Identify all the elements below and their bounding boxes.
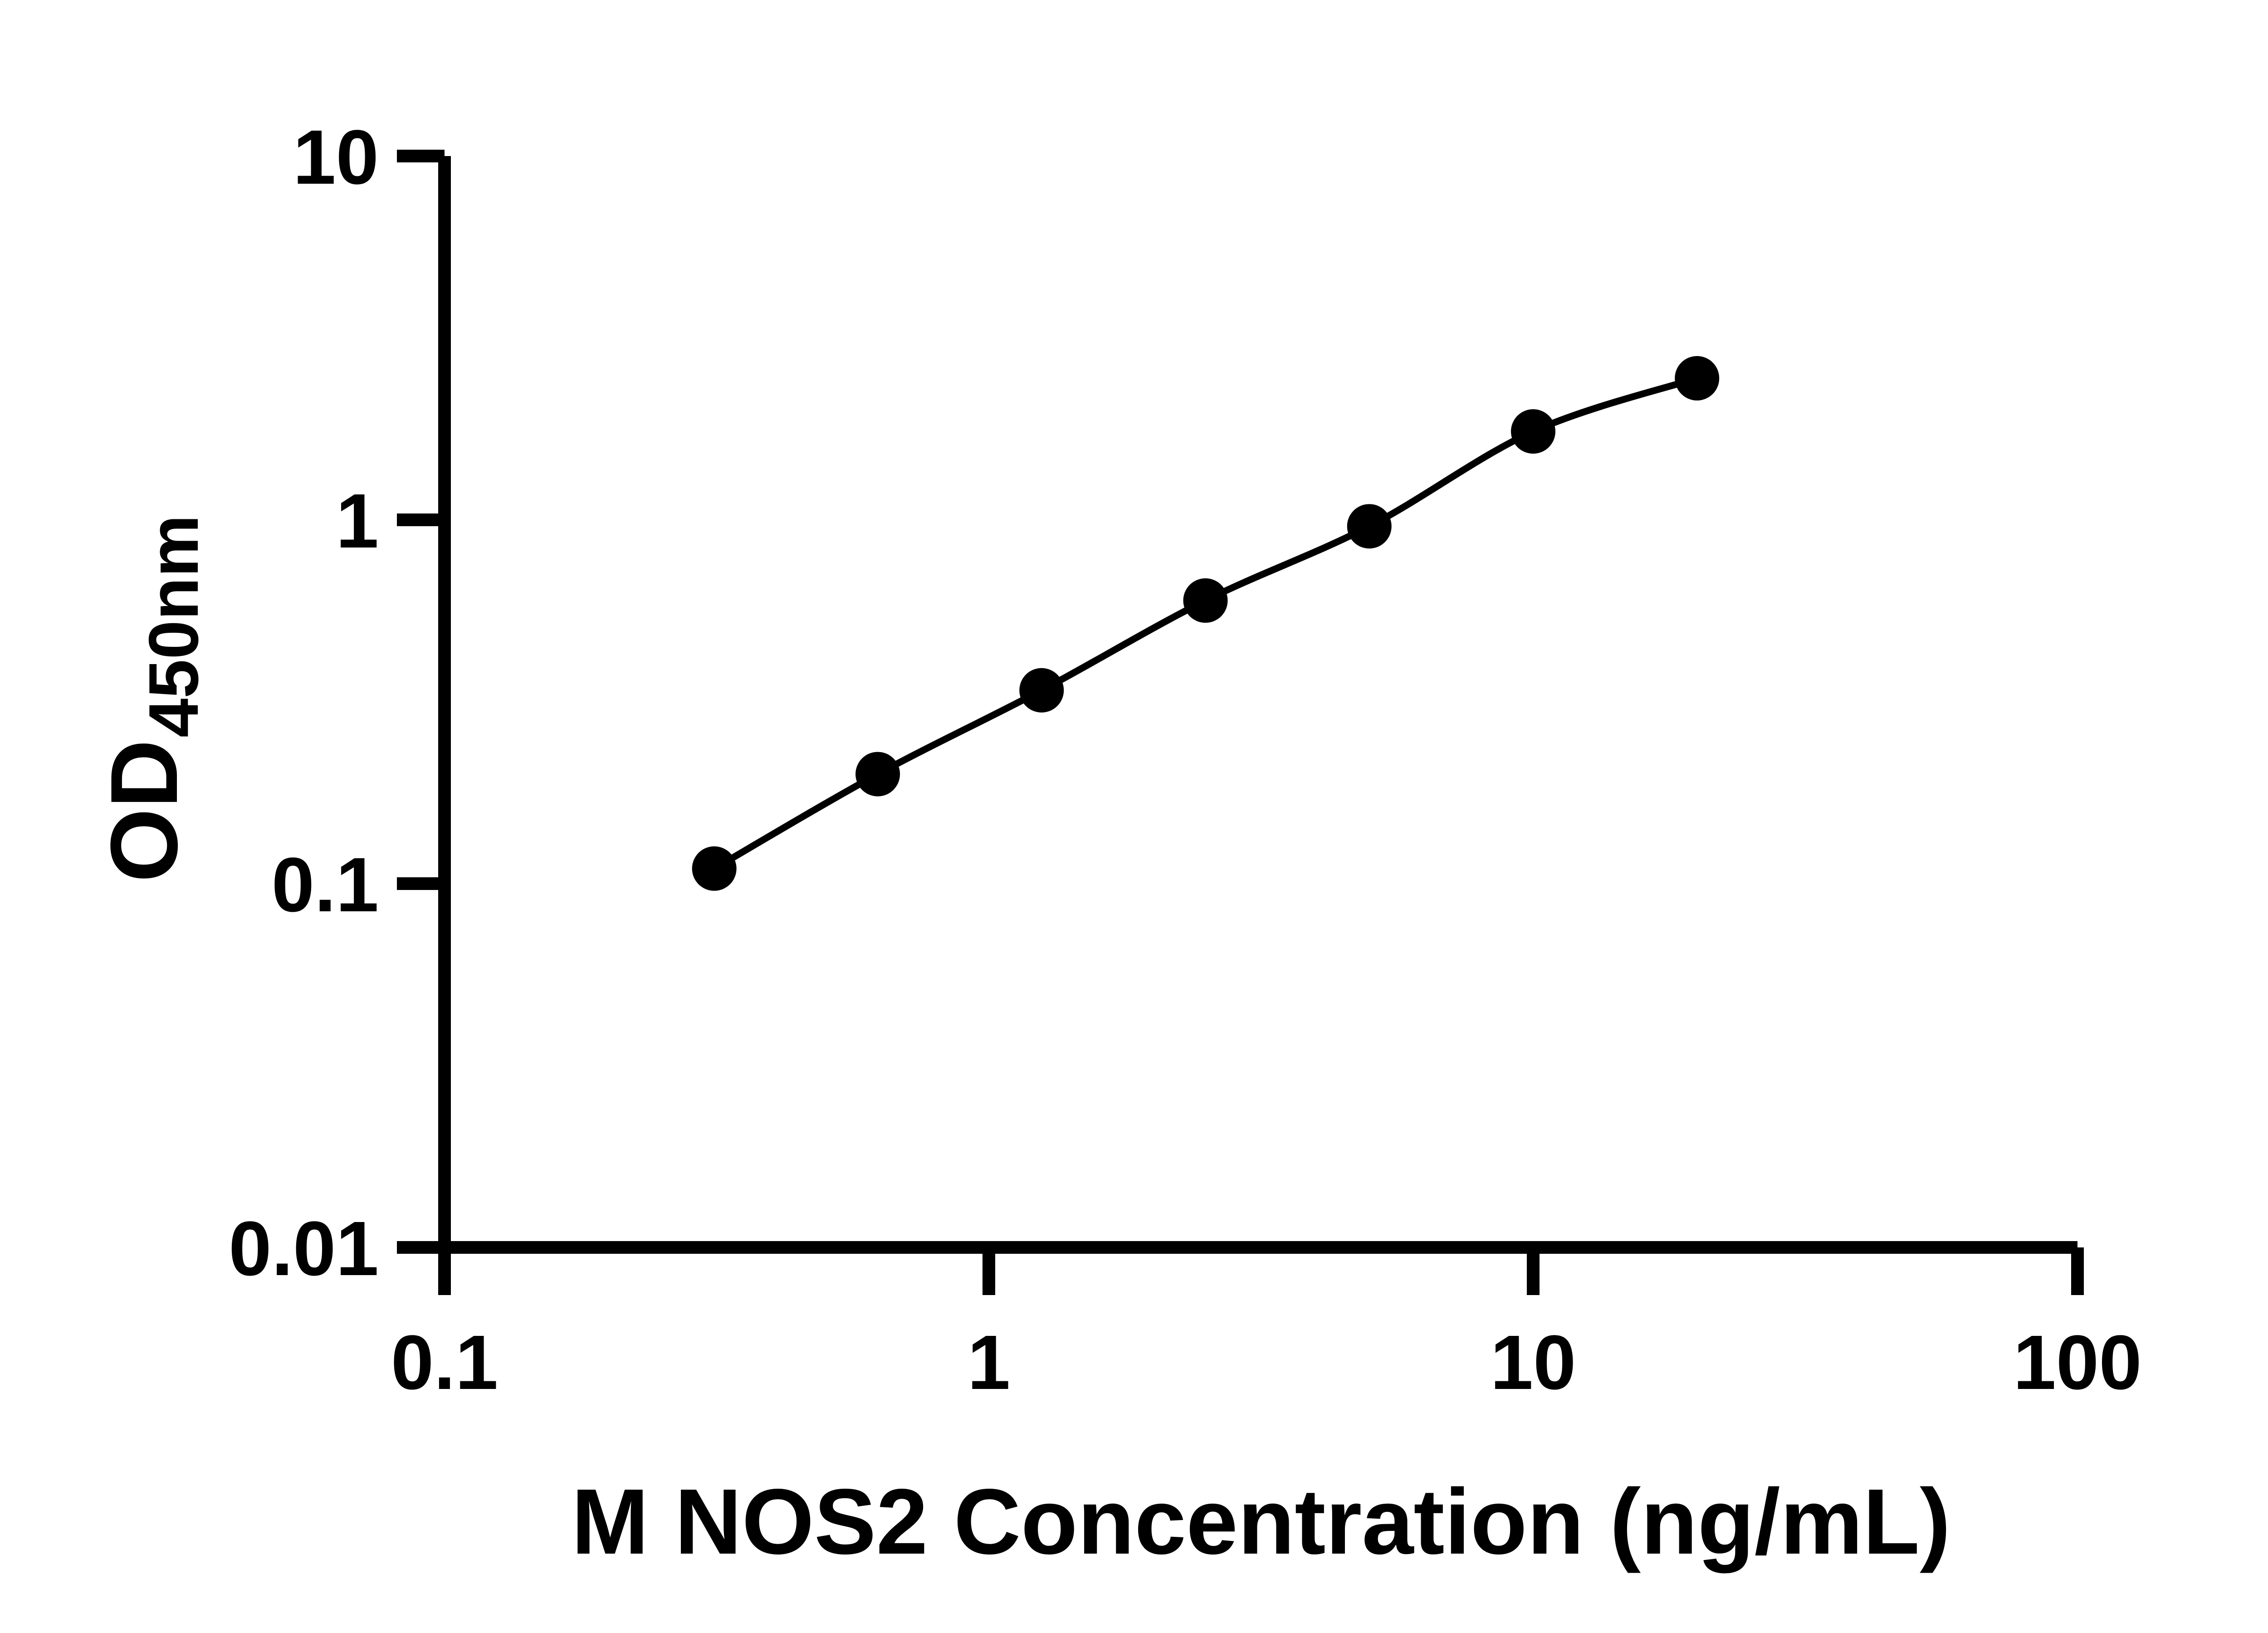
y-axis-title: OD 450nm bbox=[91, 515, 213, 883]
y-tick-label: 1 bbox=[336, 478, 379, 564]
data-point bbox=[855, 752, 900, 797]
x-tick-label: 0.1 bbox=[391, 1320, 498, 1406]
data-point bbox=[1019, 668, 1064, 713]
x-tick-label: 100 bbox=[2013, 1320, 2142, 1406]
x-tick-label: 1 bbox=[968, 1320, 1011, 1406]
data-point bbox=[1183, 578, 1228, 623]
data-point bbox=[692, 846, 737, 891]
data-point bbox=[1347, 504, 1392, 549]
axes bbox=[438, 156, 2077, 1254]
x-tick-label: 10 bbox=[1490, 1320, 1576, 1406]
x-axis-title: M NOS2 Concentration (ng/mL) bbox=[572, 1470, 1951, 1574]
tick-marks bbox=[397, 150, 2084, 1295]
y-tick-label: 0.01 bbox=[229, 1206, 379, 1292]
data-point bbox=[1511, 409, 1555, 454]
axis-frame bbox=[438, 156, 2077, 1254]
plot-area bbox=[692, 356, 1720, 891]
y-tick-label: 10 bbox=[293, 114, 379, 200]
y-axis-title-subscript: 450nm bbox=[134, 515, 213, 738]
data-point bbox=[1675, 356, 1720, 401]
standard-curve-line bbox=[712, 375, 1698, 872]
y-tick-label: 0.1 bbox=[272, 842, 379, 928]
y-axis-title-main: OD bbox=[91, 739, 197, 882]
